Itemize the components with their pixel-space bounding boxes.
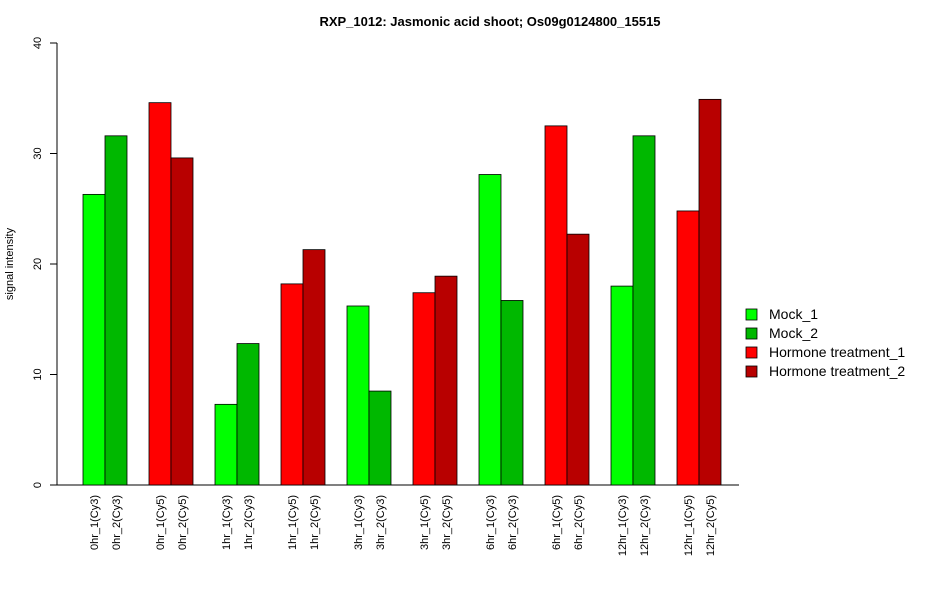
bar <box>610 285 634 486</box>
y-axis: 0 10 20 30 40 <box>32 37 58 488</box>
y-tick-label: 10 <box>32 368 44 380</box>
legend-label: Mock_1 <box>769 306 818 322</box>
x-tick-label: 6hr_2(Cy5) <box>573 495 585 550</box>
x-tick-label: 1hr_1(Cy3) <box>221 495 233 550</box>
legend-label: Mock_2 <box>769 325 818 341</box>
y-tick-label: 30 <box>32 147 44 159</box>
bar <box>566 233 590 486</box>
x-tick-label: 1hr_1(Cy5) <box>287 495 299 550</box>
bar <box>412 292 436 486</box>
legend: Mock_1 Mock_2 Hormone treatment_1 Hormone t… <box>745 306 905 379</box>
chart-title: RXP_1012: Jasmonic acid shoot; Os09g0124… <box>319 14 660 29</box>
category-labels: 0hr_1(Cy3) 0hr_2(Cy3) 0hr_1(Cy5) 0hr_2(Cy5)… <box>89 495 717 556</box>
legend-label: Hormone treatment_1 <box>769 344 905 360</box>
bar <box>104 135 128 486</box>
bar <box>302 249 326 486</box>
bar <box>280 283 304 486</box>
x-tick-label: 6hr_2(Cy3) <box>507 495 519 550</box>
y-tick-label: 0 <box>32 482 44 488</box>
bar <box>82 193 106 486</box>
x-tick-label: 3hr_1(Cy3) <box>353 495 365 550</box>
x-tick-label: 12hr_1(Cy3) <box>617 495 629 556</box>
bar <box>434 275 458 486</box>
x-tick-label: 12hr_2(Cy3) <box>639 495 651 556</box>
x-tick-label: 0hr_2(Cy5) <box>177 495 189 550</box>
legend-swatch <box>745 308 758 321</box>
y-axis-label: signal intensity <box>4 227 16 300</box>
x-tick-label: 0hr_1(Cy3) <box>89 495 101 550</box>
y-tick-label: 40 <box>32 37 44 49</box>
bar <box>214 403 238 486</box>
bar <box>500 300 524 486</box>
x-tick-label: 6hr_1(Cy5) <box>551 495 563 550</box>
x-tick-label: 3hr_2(Cy5) <box>441 495 453 550</box>
bar <box>632 135 656 486</box>
x-tick-label: 12hr_2(Cy5) <box>705 495 717 556</box>
bar <box>368 390 392 486</box>
bar <box>236 343 260 486</box>
bar <box>170 157 194 486</box>
legend-swatch <box>745 346 758 359</box>
bar <box>478 174 502 486</box>
bar <box>676 210 700 486</box>
bars <box>82 98 722 486</box>
bar <box>698 98 722 486</box>
x-tick-label: 3hr_1(Cy5) <box>419 495 431 550</box>
x-tick-label: 12hr_1(Cy5) <box>683 495 695 556</box>
x-tick-label: 0hr_2(Cy3) <box>111 495 123 550</box>
x-tick-label: 0hr_1(Cy5) <box>155 495 167 550</box>
x-tick-label: 1hr_2(Cy3) <box>243 495 255 550</box>
legend-swatch <box>745 365 758 378</box>
bar <box>346 305 370 486</box>
x-tick-label: 6hr_1(Cy3) <box>485 495 497 550</box>
legend-swatch <box>745 327 758 340</box>
x-tick-label: 3hr_2(Cy3) <box>375 495 387 550</box>
bar <box>544 125 568 486</box>
y-tick-label: 20 <box>32 258 44 270</box>
bar <box>148 102 172 486</box>
x-tick-label: 1hr_2(Cy5) <box>309 495 321 550</box>
legend-label: Hormone treatment_2 <box>769 363 905 379</box>
